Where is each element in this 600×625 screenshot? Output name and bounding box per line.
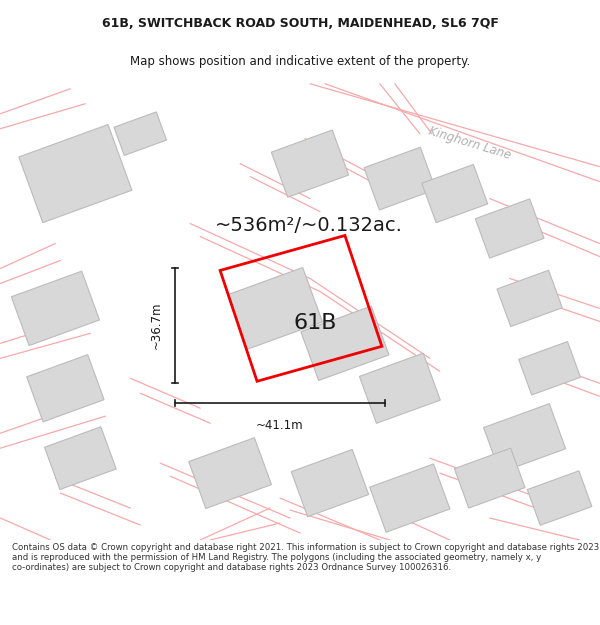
Polygon shape <box>227 268 322 349</box>
Text: Kinghorn Lane: Kinghorn Lane <box>427 125 512 162</box>
Polygon shape <box>359 353 440 423</box>
Polygon shape <box>370 464 450 532</box>
Polygon shape <box>475 199 544 258</box>
Polygon shape <box>44 427 116 489</box>
Polygon shape <box>301 306 389 381</box>
Polygon shape <box>454 448 525 508</box>
Polygon shape <box>271 130 349 198</box>
Polygon shape <box>291 449 368 517</box>
Text: 61B: 61B <box>293 313 337 333</box>
Polygon shape <box>422 164 488 222</box>
Polygon shape <box>527 471 592 525</box>
Polygon shape <box>364 148 436 210</box>
Polygon shape <box>484 404 566 472</box>
Polygon shape <box>189 438 271 509</box>
Text: ~41.1m: ~41.1m <box>256 419 304 432</box>
Text: Map shows position and indicative extent of the property.: Map shows position and indicative extent… <box>130 55 470 68</box>
Polygon shape <box>11 271 100 346</box>
Polygon shape <box>519 342 580 395</box>
Text: ~36.7m: ~36.7m <box>150 302 163 349</box>
Text: Contains OS data © Crown copyright and database right 2021. This information is : Contains OS data © Crown copyright and d… <box>12 542 599 572</box>
Text: ~536m²/~0.132ac.: ~536m²/~0.132ac. <box>215 216 403 235</box>
Polygon shape <box>19 124 132 222</box>
Polygon shape <box>26 354 104 422</box>
Polygon shape <box>114 112 166 156</box>
Polygon shape <box>497 270 562 326</box>
Text: 61B, SWITCHBACK ROAD SOUTH, MAIDENHEAD, SL6 7QF: 61B, SWITCHBACK ROAD SOUTH, MAIDENHEAD, … <box>101 18 499 31</box>
